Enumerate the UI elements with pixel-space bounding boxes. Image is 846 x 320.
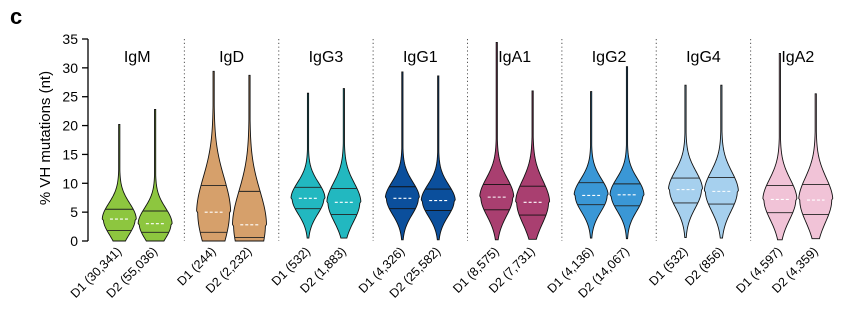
group-label: IgG4 bbox=[686, 49, 721, 66]
violin-body bbox=[232, 74, 267, 242]
violin-body bbox=[703, 84, 739, 239]
group-label: IgA1 bbox=[498, 49, 531, 66]
y-tick-label: 5 bbox=[70, 204, 78, 220]
violin-body bbox=[479, 42, 515, 241]
x-tick-label: D1 (532) bbox=[646, 244, 690, 288]
group-label: IgG3 bbox=[309, 49, 344, 66]
y-axis-label: % VH mutations (nt) bbox=[37, 71, 54, 205]
group-label: IgG1 bbox=[403, 49, 438, 66]
y-tick-label: 0 bbox=[70, 233, 78, 249]
group-label: IgM bbox=[124, 49, 151, 66]
violin-body bbox=[420, 75, 456, 241]
y-tick-label: 10 bbox=[62, 175, 78, 191]
y-tick-label: 15 bbox=[62, 146, 78, 162]
y-tick-label: 25 bbox=[62, 89, 78, 105]
violin-body bbox=[609, 66, 645, 240]
violin-body bbox=[668, 84, 703, 238]
violin-body bbox=[196, 70, 232, 242]
violin-body bbox=[384, 71, 420, 241]
violin-body bbox=[762, 52, 798, 241]
group-label: IgD bbox=[219, 49, 244, 66]
violin-body bbox=[290, 92, 326, 239]
panel-label: c bbox=[10, 4, 22, 29]
group-label: IgA2 bbox=[781, 49, 814, 66]
violin-body bbox=[798, 93, 834, 240]
violin-body bbox=[326, 88, 362, 239]
group-label: IgG2 bbox=[592, 49, 627, 66]
y-tick-label: 35 bbox=[62, 31, 78, 47]
violin-body bbox=[101, 123, 137, 242]
x-tick-label: D2 (856) bbox=[682, 244, 726, 288]
y-tick-label: 20 bbox=[62, 118, 78, 134]
y-tick-label: 30 bbox=[62, 60, 78, 76]
violin-body bbox=[573, 91, 609, 239]
violin-body bbox=[137, 108, 173, 242]
violin-body bbox=[515, 90, 551, 240]
